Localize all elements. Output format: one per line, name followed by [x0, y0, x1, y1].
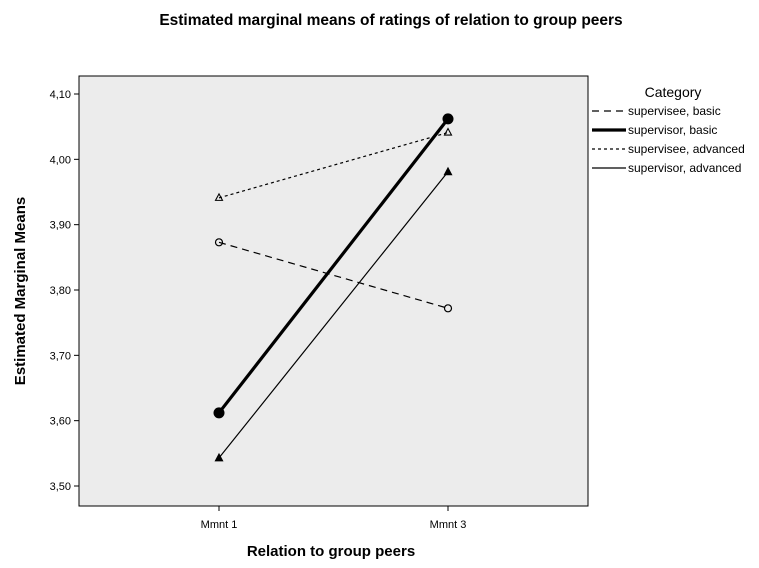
y-axis: 3,50 3,60 3,70 3,80 3,90 4,00 4,10	[50, 89, 79, 493]
series-layer	[213, 113, 454, 462]
series-line	[217, 117, 450, 414]
data-point	[443, 166, 453, 176]
x-axis: Mmnt 1 Mmnt 3	[201, 506, 467, 531]
legend-label: supervisor, basic	[628, 123, 717, 137]
plot-area	[78, 75, 589, 507]
legend-title: Category	[645, 84, 702, 100]
y-tick-label: 3,90	[50, 220, 71, 232]
series-line	[218, 171, 449, 459]
y-tick-label: 3,70	[50, 350, 71, 362]
data-point	[442, 113, 454, 125]
legend-label: supervisee, basic	[628, 104, 721, 118]
chart-title: Estimated marginal means of ratings of r…	[159, 12, 622, 29]
data-point	[214, 452, 224, 462]
legend-label: supervisee, advanced	[628, 142, 745, 156]
y-tick-label: 3,60	[50, 416, 71, 428]
series-line	[218, 131, 449, 199]
y-tick-label: 4,10	[50, 89, 71, 101]
data-point	[213, 407, 225, 419]
data-point	[443, 304, 453, 313]
y-tick-label: 3,50	[50, 481, 71, 493]
x-axis-title: Relation to group peers	[247, 543, 415, 560]
y-tick-label: 4,00	[50, 154, 71, 166]
legend: Category supervisee, basic supervisor, ba…	[592, 84, 745, 175]
series-line	[218, 241, 449, 309]
data-point	[214, 192, 224, 201]
data-point	[214, 238, 224, 247]
legend-label: supervisor, advanced	[628, 161, 741, 175]
y-tick-label: 3,80	[50, 285, 71, 297]
data-point	[443, 127, 453, 136]
y-axis-title: Estimated Marginal Means	[12, 197, 29, 385]
x-tick-label: Mmnt 3	[430, 519, 467, 531]
x-tick-label: Mmnt 1	[201, 519, 238, 531]
